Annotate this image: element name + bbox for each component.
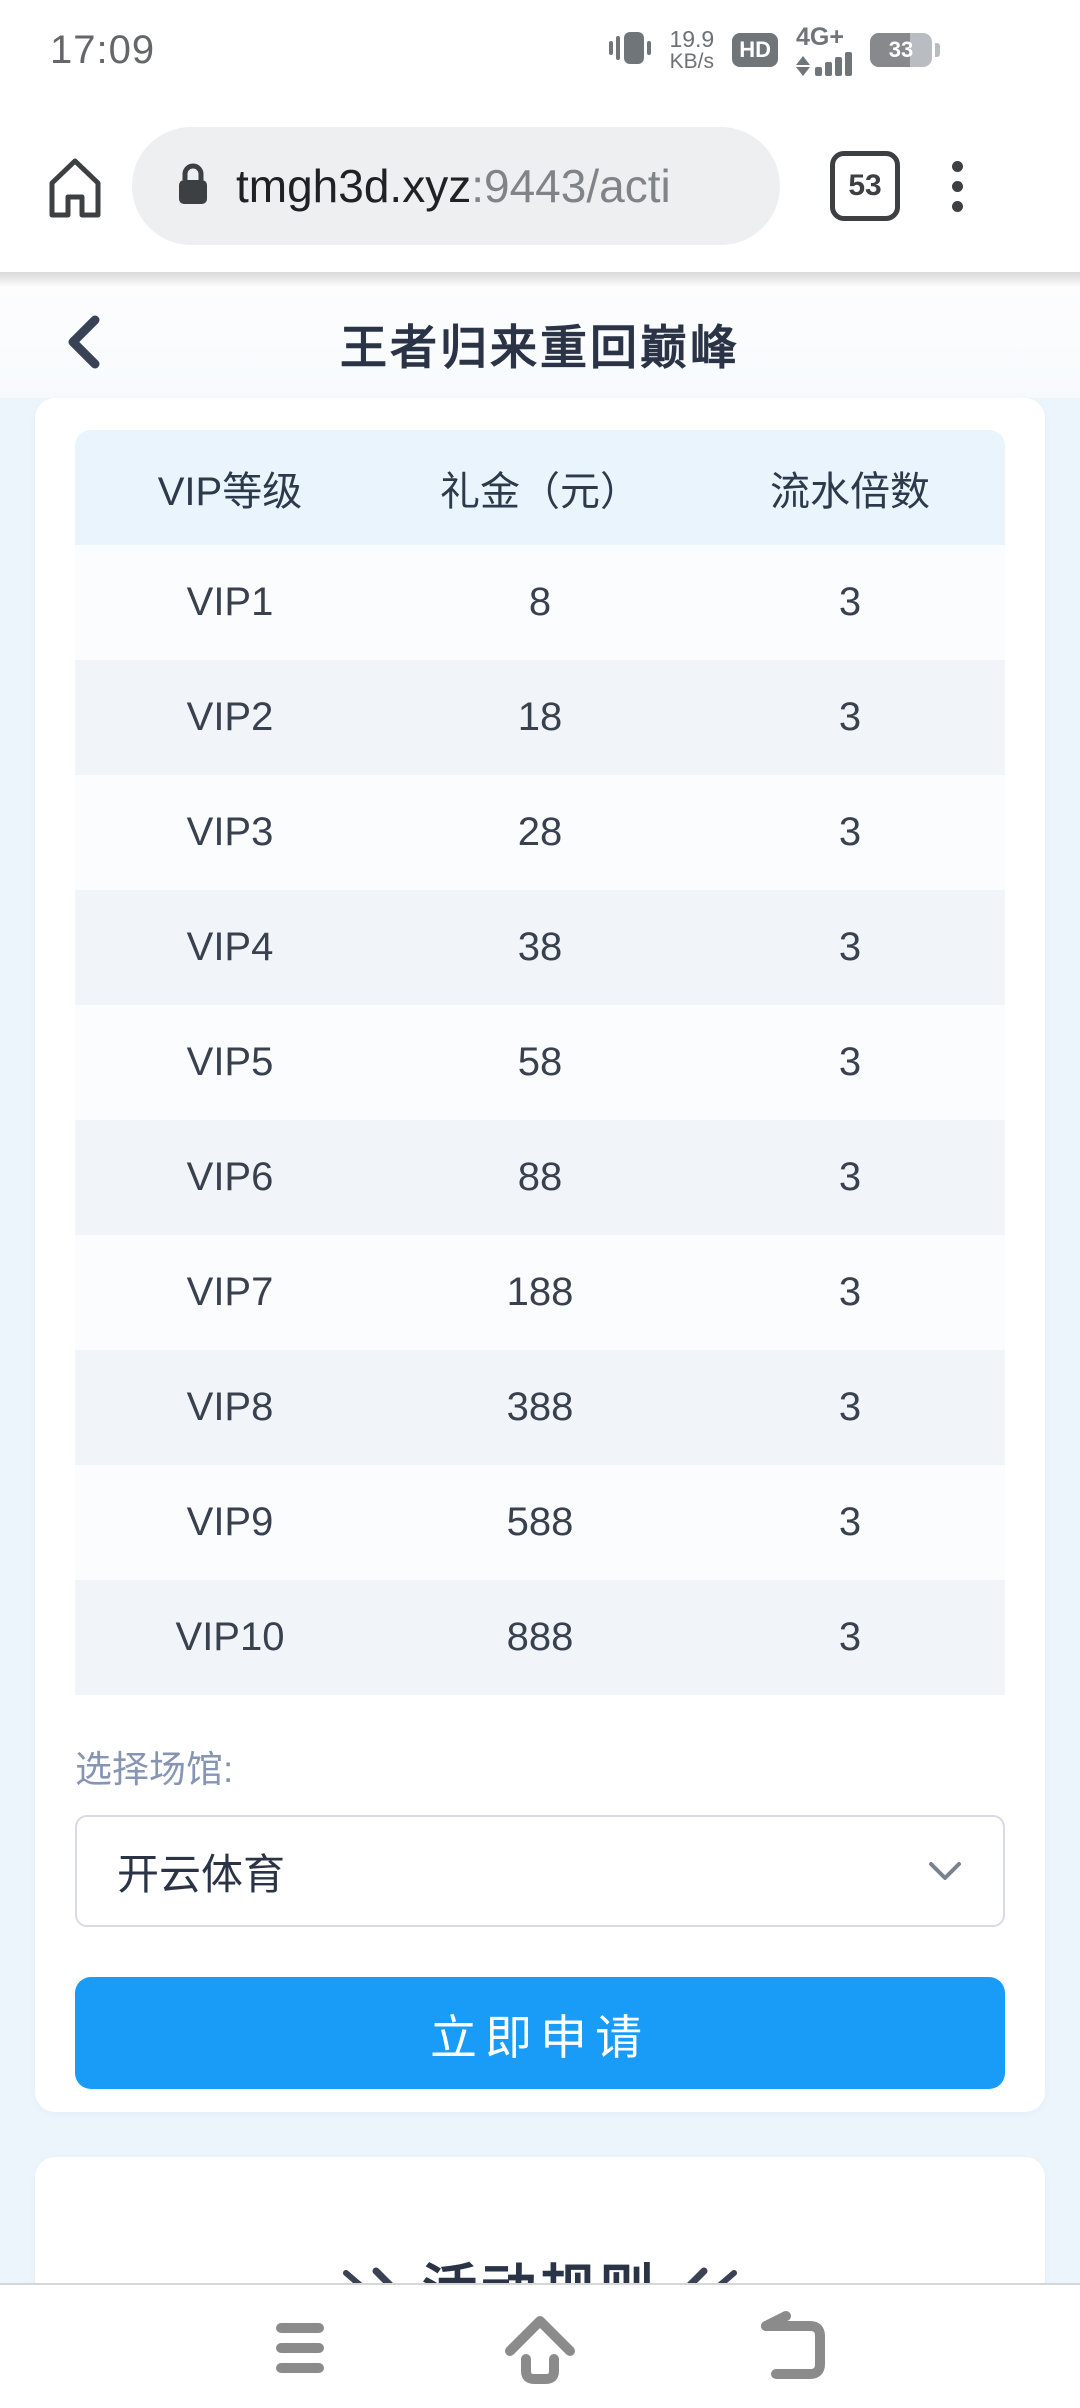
- venue-select[interactable]: 开云体育: [75, 1815, 1005, 1927]
- vibrate-icon: [607, 28, 652, 73]
- url-text: tmgh3d.xyz:9443/acti: [236, 159, 671, 213]
- back-button[interactable]: [48, 302, 118, 382]
- battery-percent: 33: [888, 37, 914, 62]
- table-header-row: VIP等级 礼金（元） 流水倍数: [75, 430, 1005, 545]
- table-row: VIP2 18 3: [75, 660, 1005, 775]
- signal-indicator: 4G+: [796, 24, 852, 76]
- home-icon: [49, 158, 101, 218]
- table-row: VIP6 88 3: [75, 1120, 1005, 1235]
- chevron-left-icon: [68, 315, 100, 369]
- apply-button[interactable]: 立即申请: [75, 1977, 1005, 2089]
- col-header-bonus: 礼金（元）: [440, 469, 640, 514]
- table-body: VIP1 8 3 VIP2 18 3 VIP3 28 3: [75, 545, 1005, 1695]
- page-title: 王者归来重回巅峰: [340, 320, 740, 374]
- home-gesture-icon: [505, 2316, 575, 2384]
- url-path: :9443/acti: [471, 160, 671, 212]
- battery-icon: 33: [870, 33, 932, 67]
- nav-home-button[interactable]: [495, 2303, 585, 2393]
- signal-bars-icon: [815, 51, 852, 76]
- table-row: VIP4 38 3: [75, 890, 1005, 1005]
- status-bar: 17:09 19.9 KB/s HD 4G+: [0, 0, 1080, 100]
- menu-icon: [276, 2323, 324, 2373]
- nav-menu-button[interactable]: [255, 2303, 345, 2393]
- vip-card: VIP等级 礼金（元） 流水倍数 VIP1 8 3 VIP2 18 3: [35, 398, 1045, 2112]
- status-icons: 19.9 KB/s HD 4G+ 33: [607, 24, 940, 76]
- apply-button-label: 立即申请: [430, 2010, 650, 2064]
- page-header: 王者归来重回巅峰: [0, 288, 1080, 398]
- clock: 17:09: [50, 27, 156, 72]
- browser-toolbar: tmgh3d.xyz:9443/acti 53: [0, 100, 1080, 272]
- system-nav-bar: [0, 2283, 1080, 2408]
- url-bar[interactable]: tmgh3d.xyz:9443/acti: [132, 127, 780, 245]
- tab-switcher-button[interactable]: 53: [830, 151, 900, 221]
- toolbar-shadow: [0, 272, 1080, 288]
- network-speed: 19.9 KB/s: [669, 25, 715, 74]
- table-row: VIP5 58 3: [75, 1005, 1005, 1120]
- col-header-multiplier: 流水倍数: [770, 469, 930, 514]
- nav-back-button[interactable]: [743, 2303, 833, 2393]
- table-row: VIP9 588 3: [75, 1465, 1005, 1580]
- venue-selected-value: 开云体育: [117, 1850, 286, 1898]
- lock-icon: [176, 162, 210, 211]
- page-body: VIP等级 礼金（元） 流水倍数 VIP1 8 3 VIP2 18 3: [0, 398, 1080, 2408]
- browser-home-button[interactable]: [40, 151, 110, 221]
- browser-menu-button[interactable]: [952, 160, 963, 212]
- hd-badge: HD: [732, 33, 778, 67]
- updown-arrows-icon: [796, 55, 810, 76]
- battery-nub: [935, 43, 940, 57]
- vip-table: VIP等级 礼金（元） 流水倍数 VIP1 8 3 VIP2 18 3: [75, 430, 1005, 1695]
- url-domain: tmgh3d.xyz: [236, 160, 472, 212]
- table-row: VIP8 388 3: [75, 1350, 1005, 1465]
- col-header-level: VIP等级: [157, 469, 303, 514]
- table-row: VIP10 888 3: [75, 1580, 1005, 1695]
- tab-count: 53: [848, 169, 882, 202]
- table-row: VIP7 188 3: [75, 1235, 1005, 1350]
- venue-select-label: 选择场馆:: [75, 1749, 234, 1790]
- chevron-down-icon: [929, 1862, 961, 1880]
- table-row: VIP3 28 3: [75, 775, 1005, 890]
- return-arrow-icon: [761, 2311, 825, 2379]
- table-row: VIP1 8 3: [75, 545, 1005, 660]
